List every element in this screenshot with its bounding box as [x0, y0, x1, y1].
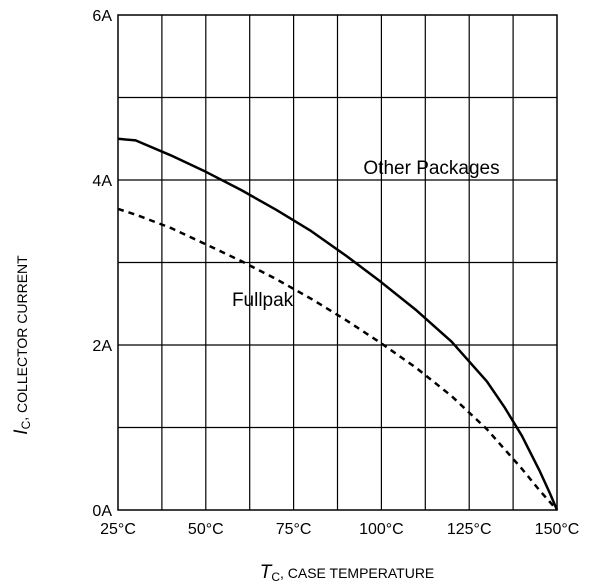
x-axis-label: TC, CASE TEMPERATURE: [260, 562, 435, 584]
plot-frame: [117, 14, 558, 511]
y-axis-label: IC, COLLECTOR CURRENT: [11, 255, 33, 435]
annotation-fullpak: Fullpak: [232, 290, 294, 311]
y-tick-labels: 0A 2A 4A 6A: [92, 8, 112, 520]
x-axis-subscript: C: [271, 570, 280, 584]
series-line-fullpak: [117, 207, 558, 511]
x-tick-labels: 25°C 50°C 75°C 100°C 125°C 150°C: [100, 521, 579, 538]
y-axis-subscript: C: [19, 420, 33, 429]
x-tick-label: 150°C: [535, 521, 580, 538]
x-axis-text: , CASE TEMPERATURE: [280, 565, 434, 581]
x-tick-label: 75°C: [276, 521, 312, 538]
annotations: Other Packages Fullpak: [232, 158, 500, 311]
y-axis-symbol: I: [11, 429, 32, 435]
series-line-other-packages: [117, 137, 559, 511]
x-tick-label: 50°C: [188, 521, 224, 538]
x-axis-symbol: T: [260, 562, 273, 583]
y-tick-label: 0A: [92, 503, 112, 520]
x-tick-label: 125°C: [447, 521, 492, 538]
y-tick-label: 6A: [92, 8, 112, 25]
y-tick-label: 4A: [92, 173, 112, 190]
x-tick-label: 100°C: [359, 521, 404, 538]
x-tick-label: 25°C: [100, 521, 136, 538]
series-layer: [117, 137, 559, 511]
y-axis-text: , COLLECTOR CURRENT: [14, 255, 30, 421]
y-tick-label: 2A: [92, 338, 112, 355]
annotation-other-packages: Other Packages: [363, 158, 499, 179]
